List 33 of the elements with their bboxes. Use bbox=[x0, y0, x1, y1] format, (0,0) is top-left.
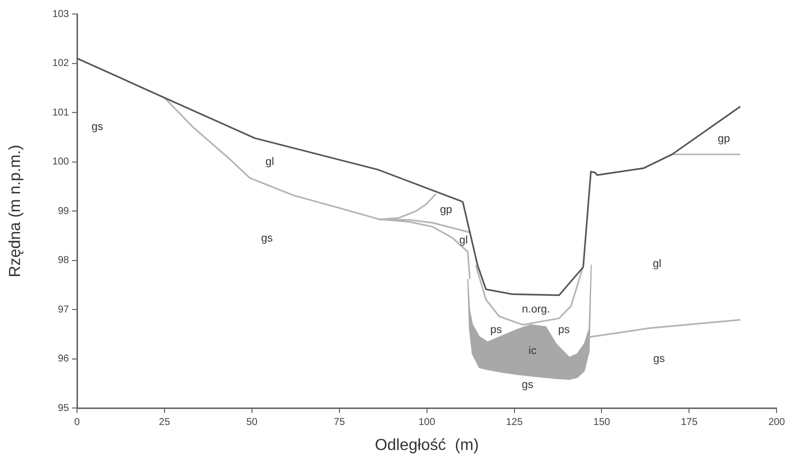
y-tick-label: 99 bbox=[58, 206, 70, 217]
y-tick-label: 101 bbox=[52, 107, 70, 118]
y-tick-label: 95 bbox=[58, 402, 70, 414]
annotation: ps bbox=[490, 324, 502, 336]
annotation: gl bbox=[459, 234, 468, 247]
annotation: n.org. bbox=[522, 304, 550, 316]
y-axis-title: Rzędna (m n.p.m.) bbox=[7, 144, 24, 278]
annotation: gp bbox=[440, 204, 452, 216]
annotation: gp bbox=[718, 133, 730, 146]
x-tick-label: 150 bbox=[593, 416, 611, 428]
annotation: gs bbox=[653, 353, 666, 366]
y-tick-label: 100 bbox=[52, 156, 70, 168]
y-tick-label: 102 bbox=[52, 58, 70, 69]
y-tick-label: 97 bbox=[58, 304, 70, 316]
x-tick-label: 75 bbox=[334, 416, 346, 428]
x-axis-title: Odległość (m) bbox=[374, 436, 479, 454]
x-tick-label: 0 bbox=[74, 416, 80, 428]
annotation: gs bbox=[91, 121, 104, 134]
annotation: gs bbox=[522, 378, 534, 391]
annotation: gl bbox=[652, 258, 662, 270]
annotation: ic bbox=[528, 344, 537, 357]
y-tick-label: 103 bbox=[52, 8, 70, 20]
y-tick-label: 96 bbox=[58, 354, 70, 364]
x-tick-label: 100 bbox=[418, 416, 436, 428]
annotation: gs bbox=[261, 232, 274, 245]
annotation: ps bbox=[558, 324, 570, 336]
x-tick-label: 50 bbox=[246, 416, 258, 428]
annotation: gl bbox=[265, 156, 274, 168]
x-tick-label: 175 bbox=[680, 416, 698, 428]
x-tick-label: 125 bbox=[506, 416, 524, 428]
y-tick-label: 98 bbox=[58, 255, 70, 266]
x-tick-label: 25 bbox=[158, 416, 170, 428]
x-tick-label: 200 bbox=[768, 416, 786, 428]
